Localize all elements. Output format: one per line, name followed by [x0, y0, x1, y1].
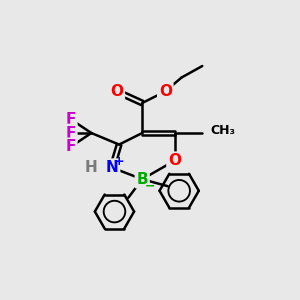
- Text: F: F: [65, 125, 76, 140]
- Text: CH₃: CH₃: [210, 124, 235, 137]
- Text: O: O: [168, 153, 181, 168]
- Text: B: B: [136, 172, 148, 187]
- Text: +: +: [113, 155, 124, 168]
- Text: O: O: [110, 84, 123, 99]
- Text: O: O: [159, 84, 172, 99]
- Text: F: F: [65, 112, 76, 127]
- Text: N: N: [106, 160, 118, 175]
- Text: F: F: [65, 140, 76, 154]
- Text: −: −: [144, 179, 155, 192]
- Text: H: H: [85, 160, 98, 175]
